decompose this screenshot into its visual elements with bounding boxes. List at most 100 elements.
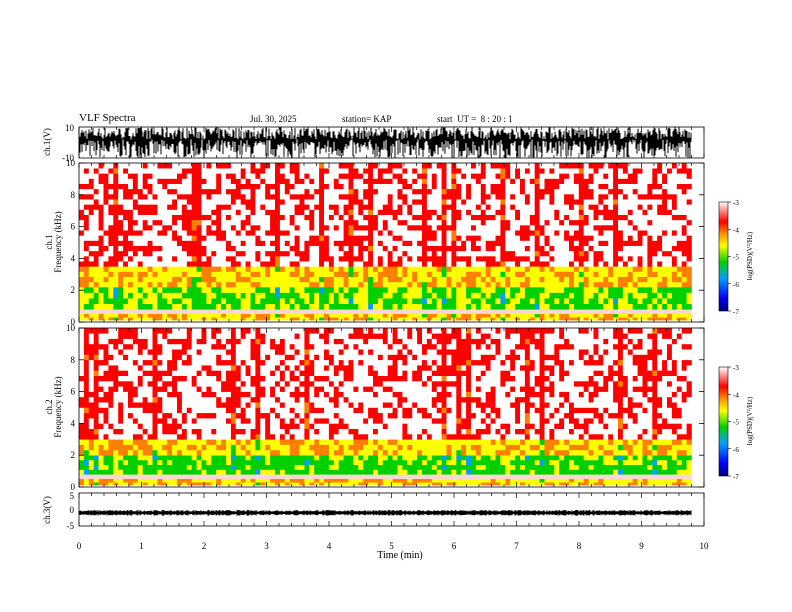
spectrogram-cell <box>441 266 447 272</box>
spectrogram-cell <box>515 209 521 215</box>
spectrogram-cell <box>603 235 609 241</box>
spectrogram-cell <box>289 219 295 226</box>
spectrogram-cell <box>211 375 217 382</box>
spectrogram-cell <box>657 266 663 272</box>
spectrogram-cell <box>466 261 472 267</box>
spectrogram-cell <box>348 292 354 299</box>
spectrogram-cell <box>79 479 85 483</box>
spectrogram-cell <box>265 214 271 221</box>
spectrogram-cell <box>186 245 192 252</box>
spectrogram-cell <box>382 199 388 205</box>
spectrogram-cell <box>461 261 467 267</box>
spectrogram-cell <box>123 412 129 419</box>
spectrogram-cell <box>88 449 94 456</box>
spectrogram-cell <box>226 423 232 429</box>
spectrogram-cell <box>657 240 663 246</box>
spectrogram-cell <box>128 178 134 184</box>
spectrogram-cell <box>108 412 114 419</box>
spectrogram-cell <box>642 219 648 226</box>
spectrogram-cell <box>162 266 168 272</box>
spectrogram-cell <box>598 214 604 221</box>
spectrogram-cell <box>319 199 325 205</box>
spectrogram-cell <box>167 359 173 366</box>
spectrogram-cell <box>647 303 653 310</box>
spectrogram-cell <box>88 219 94 226</box>
spectrogram-cell <box>480 219 486 226</box>
spectrogram-cell <box>510 245 516 252</box>
spectrogram-cell <box>147 230 153 236</box>
spectrogram-cell <box>211 298 217 305</box>
spectrogram-cell <box>162 256 168 262</box>
spectrogram-cell <box>181 359 188 366</box>
spectrogram-cell <box>83 459 90 466</box>
spectrogram-cell <box>549 235 555 241</box>
spectrogram-cell <box>103 423 109 429</box>
spectrogram-cell <box>324 214 330 221</box>
spectrogram-cell <box>294 225 300 231</box>
spectrogram-cell <box>422 314 428 318</box>
spectrogram-cell <box>559 214 565 221</box>
spectrogram-cell <box>137 386 143 392</box>
spectrogram-cell <box>226 349 232 355</box>
spectrogram-cell <box>245 354 251 361</box>
spectrogram-cell <box>167 199 173 205</box>
spectrogram-cell <box>245 168 251 174</box>
spectrogram-cell <box>245 402 251 408</box>
spectrogram-cell <box>221 412 227 419</box>
spectrogram-cell <box>196 225 202 231</box>
spectrogram-cell <box>206 314 212 318</box>
spectrogram-cell <box>363 168 369 174</box>
spectrogram-cell <box>627 261 633 267</box>
spectrogram-cell <box>539 183 545 190</box>
spectrogram-cell <box>167 412 173 419</box>
spectrogram-cell <box>79 199 85 205</box>
spectrogram-cell <box>152 396 158 403</box>
spectrogram-cell <box>348 256 354 262</box>
spectrogram-cell <box>387 314 393 318</box>
spectrogram-cell <box>652 230 658 236</box>
spectrogram-cell <box>167 464 173 470</box>
spectrogram-cell <box>505 303 511 310</box>
spectrogram-cell <box>201 396 207 403</box>
spectrogram-cell <box>181 256 188 262</box>
spectrogram-cell <box>627 281 633 288</box>
spectrogram-cell <box>377 214 384 221</box>
spectrogram-cell <box>377 317 384 321</box>
spectrogram-cell <box>216 469 222 475</box>
spectrogram-cell <box>314 292 320 299</box>
spectrogram-cell <box>211 214 217 221</box>
spectrogram-cell <box>147 303 153 310</box>
spectrogram-cell <box>314 240 320 246</box>
spectrogram-cell <box>632 317 638 321</box>
spectrogram-cell <box>407 256 413 262</box>
spectrogram-cell <box>642 281 648 288</box>
spectrogram-cell <box>304 245 310 252</box>
spectrogram-cell <box>226 209 232 215</box>
spectrogram-cell <box>113 194 119 200</box>
spectrogram-cell <box>93 381 99 387</box>
spectrogram-cell <box>103 386 109 392</box>
spectrogram-cell <box>201 381 207 387</box>
spectrogram-cell <box>495 178 501 184</box>
spectrogram-cell <box>598 219 604 226</box>
spectrogram-cell <box>98 256 104 262</box>
spectrogram-cell <box>123 271 129 277</box>
spectrogram-cell <box>260 245 266 252</box>
spectrogram-cell <box>417 298 423 305</box>
spectrogram-cell <box>559 303 565 310</box>
spectrogram-cell <box>333 188 339 195</box>
spectrogram-cell <box>186 464 192 470</box>
spectrogram-cell <box>88 354 94 361</box>
spectrogram-cell <box>230 292 237 299</box>
spectrogram-cell <box>245 225 251 231</box>
spectrogram-cell <box>132 434 139 440</box>
spectrogram-cell <box>613 163 619 169</box>
spectrogram-cell <box>196 287 202 293</box>
spectrogram-cell <box>275 163 281 169</box>
spectrogram-cell <box>441 287 447 293</box>
spectrogram-cell <box>387 209 393 215</box>
spectrogram-cell <box>216 276 222 283</box>
spectrogram-cell <box>275 204 281 210</box>
spectrogram-cell <box>167 338 173 345</box>
spectrogram-cell <box>505 287 511 293</box>
